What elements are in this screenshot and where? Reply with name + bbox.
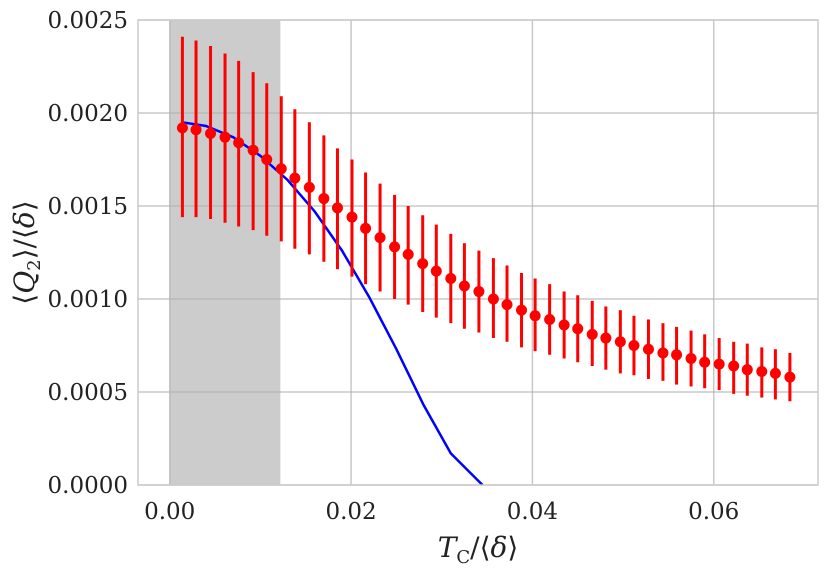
y-tick-label: 0.0005 [48,380,128,406]
data-point [586,328,598,340]
data-point [176,122,188,134]
x-tick-label: 0.02 [325,499,376,525]
data-point-layer [176,122,796,383]
data-point [728,360,740,372]
data-point [642,343,654,355]
data-point [657,347,669,359]
data-point [303,181,315,193]
data-point [685,353,697,365]
data-point [769,367,781,379]
data-point [389,241,401,253]
plot-frame [137,19,819,486]
data-point [784,371,796,383]
x-tick-label: 0.00 [144,499,195,525]
y-tick-label: 0.0000 [48,473,128,499]
data-point [501,299,513,311]
y-axis-label: ⟨Q2⟩/⟨δ⟩ [8,200,45,304]
data-point [261,154,273,165]
data-point [628,340,640,351]
data-point [445,273,457,285]
data-point [374,232,386,244]
data-point [247,144,259,156]
data-point [205,127,217,139]
data-point [671,349,683,361]
data-point [417,258,429,270]
data-point [516,304,528,316]
y-tick-label: 0.0020 [48,101,128,127]
data-point [346,211,358,223]
data-point [318,193,330,205]
data-point [331,202,343,214]
data-point [741,364,753,376]
tick-label-layer: 0.00 0.02 0.04 0.06 0.0000 0.0005 0.0010 0.0015… [48,8,740,525]
data-point [572,323,584,335]
data-point [529,310,541,322]
data-point [487,293,499,305]
data-point [233,137,245,149]
data-point [600,332,612,344]
x-tick-label: 0.06 [688,499,739,525]
x-tick-label: 0.04 [507,499,558,525]
data-point [558,319,570,331]
data-point [699,356,711,368]
data-point [275,163,287,175]
y-tick-label: 0.0010 [48,287,128,313]
data-point [614,336,626,348]
data-point [756,366,768,378]
data-point [360,222,372,234]
data-point [713,358,725,370]
data-point [473,286,485,298]
data-point [430,265,442,277]
data-point [219,131,231,143]
y-tick-label: 0.0015 [48,194,128,220]
data-point [544,313,556,325]
data-point [190,124,202,136]
data-point [402,248,414,260]
data-point [458,280,470,292]
data-point [289,172,301,184]
y-tick-label: 0.0025 [48,8,128,34]
x-axis-label: TC/⟨δ⟩ [438,531,519,568]
